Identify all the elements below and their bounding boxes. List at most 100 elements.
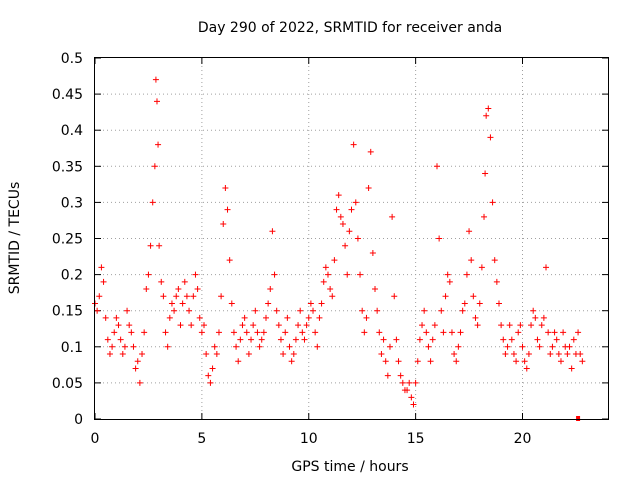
data-point (510, 351, 517, 358)
data-point (190, 293, 197, 300)
data-point (98, 264, 105, 271)
x-tick-label: 5 (197, 431, 206, 447)
data-point (218, 293, 225, 300)
data-point (570, 336, 577, 343)
data-point (438, 307, 445, 314)
data-point (476, 300, 483, 307)
data-point (487, 134, 494, 141)
data-point (551, 329, 558, 336)
data-point (478, 264, 485, 271)
data-point (147, 242, 154, 249)
data-point (354, 235, 361, 242)
data-point (504, 343, 511, 350)
data-point (177, 322, 184, 329)
data-point (198, 329, 205, 336)
data-point (228, 300, 235, 307)
data-point (555, 351, 562, 358)
data-point (431, 322, 438, 329)
data-point (369, 249, 376, 256)
data-point (310, 307, 317, 314)
data-point (136, 379, 143, 386)
data-point (506, 322, 513, 329)
data-point (384, 372, 391, 379)
data-point (192, 271, 199, 278)
data-point (339, 221, 346, 228)
data-point (576, 416, 581, 421)
data-point (423, 329, 430, 336)
data-point (406, 379, 413, 386)
data-point (344, 271, 351, 278)
data-point (188, 322, 195, 329)
data-point (215, 329, 222, 336)
data-point (224, 206, 231, 213)
x-tick-label: 10 (300, 431, 318, 447)
data-point (536, 343, 543, 350)
y-tick-label: 0.25 (52, 232, 83, 248)
data-point (342, 242, 349, 249)
data-point (485, 105, 492, 112)
data-point (474, 322, 481, 329)
data-point (566, 343, 573, 350)
data-point (290, 351, 297, 358)
y-tick-label: 0.15 (52, 304, 83, 320)
data-point (337, 213, 344, 220)
data-point (434, 163, 440, 170)
data-point (126, 322, 133, 329)
data-point (491, 257, 498, 264)
data-point (254, 329, 261, 336)
data-point (104, 336, 111, 343)
data-point (376, 329, 383, 336)
data-point (292, 336, 299, 343)
y-tick-label: 0.5 (61, 51, 83, 67)
data-point (528, 322, 535, 329)
data-point (307, 300, 314, 307)
data-point (151, 163, 158, 170)
data-point (472, 314, 479, 321)
data-point (374, 307, 381, 314)
data-point (322, 264, 329, 271)
data-point (186, 307, 193, 314)
data-point (515, 329, 522, 336)
data-point (252, 307, 259, 314)
data-point (560, 329, 567, 336)
data-point (380, 336, 387, 343)
data-point (201, 322, 208, 329)
data-point (446, 278, 453, 285)
data-point (577, 351, 584, 358)
data-point (451, 351, 458, 358)
data-point (502, 351, 509, 358)
data-point (481, 213, 488, 220)
data-point (549, 343, 556, 350)
data-point (305, 314, 312, 321)
data-point (397, 372, 404, 379)
data-point (453, 358, 460, 365)
data-point (282, 329, 289, 336)
data-point (367, 148, 374, 155)
data-point (318, 300, 325, 307)
data-point (155, 141, 162, 148)
data-point (410, 401, 417, 408)
data-point (493, 278, 500, 285)
data-point (553, 336, 560, 343)
data-point (121, 343, 128, 350)
data-point (263, 314, 269, 321)
data-point (421, 307, 428, 314)
data-point (448, 329, 455, 336)
data-point (363, 314, 370, 321)
data-point (115, 322, 122, 329)
data-point (275, 322, 282, 329)
data-point (297, 307, 304, 314)
data-point (205, 372, 212, 379)
data-point (519, 343, 526, 350)
data-point (575, 329, 582, 336)
data-point (316, 314, 323, 321)
data-point (171, 307, 178, 314)
data-point (94, 307, 101, 314)
data-point (235, 358, 242, 365)
data-point (425, 343, 432, 350)
data-point (143, 286, 150, 293)
data-point (508, 336, 515, 343)
data-point (489, 199, 496, 206)
data-point (352, 199, 359, 206)
